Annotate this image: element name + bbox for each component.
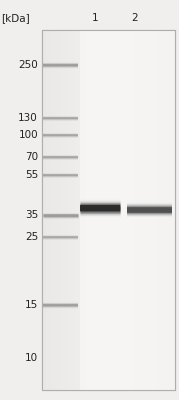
Bar <box>142 30 144 390</box>
Bar <box>60 30 62 390</box>
Bar <box>113 30 115 390</box>
Bar <box>62 30 64 390</box>
Bar <box>49 30 51 390</box>
Bar <box>140 30 142 390</box>
Bar <box>117 30 120 390</box>
Bar <box>42 30 175 390</box>
Bar <box>55 30 57 390</box>
Text: 130: 130 <box>18 113 38 123</box>
Bar <box>137 30 140 390</box>
Bar <box>42 30 44 390</box>
Bar <box>129 30 131 390</box>
Bar <box>153 30 155 390</box>
Bar <box>146 30 148 390</box>
Bar <box>64 30 66 390</box>
Bar <box>108 30 111 390</box>
Bar <box>131 30 133 390</box>
Bar <box>144 30 146 390</box>
Bar <box>51 30 53 390</box>
Bar <box>164 30 166 390</box>
Bar <box>73 30 75 390</box>
Bar <box>151 30 153 390</box>
Text: 70: 70 <box>25 152 38 162</box>
Bar <box>82 30 84 390</box>
Bar <box>97 30 100 390</box>
Bar <box>171 30 173 390</box>
Bar <box>78 30 80 390</box>
Bar <box>120 30 122 390</box>
Bar <box>126 30 129 390</box>
Text: 250: 250 <box>18 60 38 70</box>
Bar <box>159 30 162 390</box>
Bar <box>100 30 102 390</box>
Bar <box>173 30 175 390</box>
Bar <box>93 30 95 390</box>
Text: 15: 15 <box>25 300 38 310</box>
Bar <box>148 30 151 390</box>
Bar <box>69 30 71 390</box>
Bar <box>133 30 135 390</box>
Bar <box>66 30 69 390</box>
Bar <box>104 30 106 390</box>
Bar <box>91 30 93 390</box>
Bar <box>57 30 60 390</box>
Bar <box>46 30 49 390</box>
Bar <box>124 30 126 390</box>
Text: 25: 25 <box>25 232 38 242</box>
Text: 100: 100 <box>18 130 38 140</box>
Bar <box>86 30 89 390</box>
Bar <box>80 30 82 390</box>
Bar <box>157 30 159 390</box>
Bar <box>89 30 91 390</box>
Text: [kDa]: [kDa] <box>1 13 30 23</box>
Bar <box>42 30 175 390</box>
Bar <box>106 30 108 390</box>
Bar <box>122 30 124 390</box>
Bar <box>166 30 168 390</box>
Bar <box>168 30 171 390</box>
Text: 55: 55 <box>25 170 38 180</box>
Bar <box>95 30 97 390</box>
Text: 10: 10 <box>25 353 38 363</box>
Text: 2: 2 <box>132 13 138 23</box>
Bar <box>84 30 86 390</box>
Text: 1: 1 <box>92 13 98 23</box>
Bar <box>75 30 78 390</box>
Bar <box>162 30 164 390</box>
Bar <box>111 30 113 390</box>
Bar <box>155 30 157 390</box>
Bar <box>53 30 55 390</box>
Text: 35: 35 <box>25 210 38 220</box>
Bar <box>135 30 137 390</box>
Bar <box>102 30 104 390</box>
Bar <box>71 30 73 390</box>
Bar <box>115 30 117 390</box>
Bar <box>44 30 46 390</box>
